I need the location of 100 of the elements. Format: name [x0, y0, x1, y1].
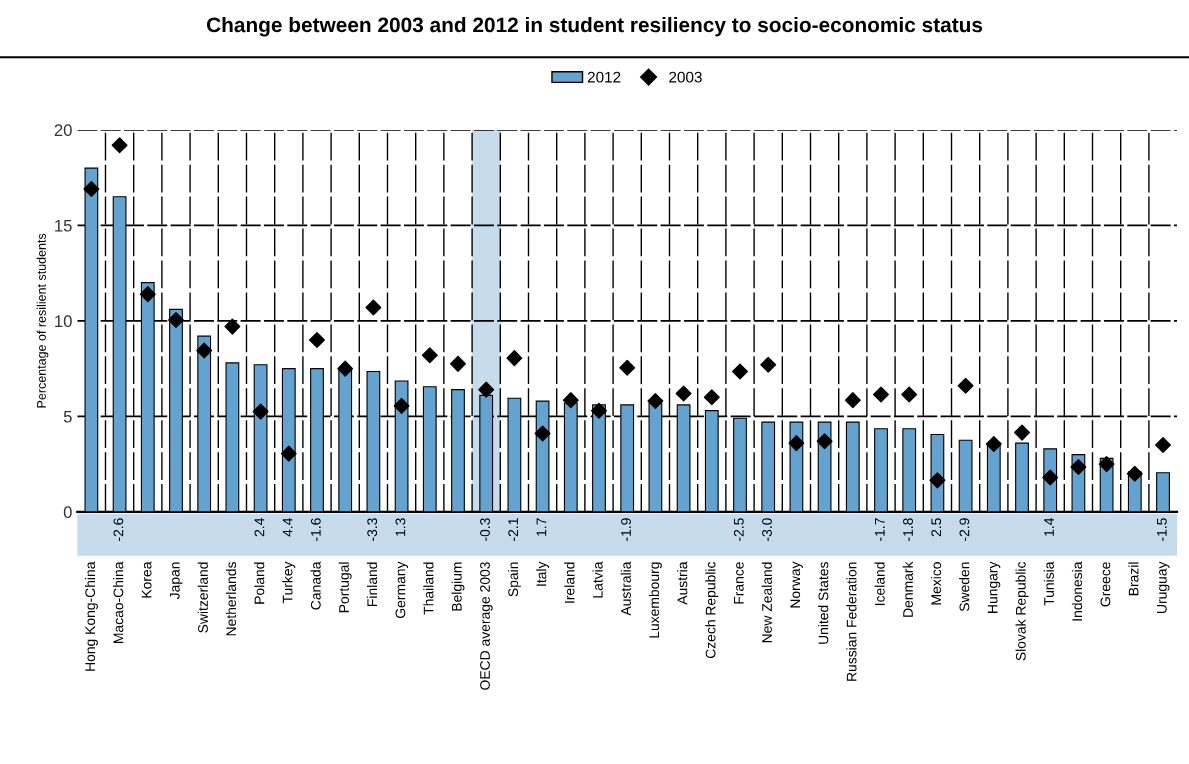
point	[83, 181, 100, 198]
y-tick-label: 20	[54, 124, 72, 137]
point	[280, 445, 297, 462]
point	[224, 318, 241, 335]
point	[450, 355, 466, 372]
x-tick-label: Belgium	[451, 562, 465, 611]
text: -1.5	[1157, 518, 1167, 541]
x-tick-label: Netherlands	[225, 562, 237, 636]
text: 1.3	[395, 518, 406, 536]
point	[760, 356, 777, 373]
point	[675, 385, 692, 402]
text: -3.3	[367, 518, 378, 541]
point	[732, 363, 748, 380]
text: 2.5	[931, 518, 942, 537]
text: -2.1	[508, 518, 518, 541]
text: -2.6	[113, 518, 124, 541]
x-tick-label: Greece	[1100, 562, 1111, 607]
legend-label: 2003	[669, 71, 702, 83]
point	[421, 347, 438, 364]
point	[196, 342, 213, 359]
x-tick-label: Finland	[366, 562, 378, 606]
point	[1070, 459, 1087, 475]
y-tick-label: 10	[55, 315, 72, 328]
text: -1.8	[903, 518, 913, 541]
legend-label: 2012	[587, 71, 621, 83]
point	[393, 397, 410, 414]
x-tick-label: Australia	[620, 561, 631, 616]
point	[929, 472, 946, 489]
point	[534, 425, 551, 442]
x-tick-label: Korea	[141, 561, 152, 598]
x-tick-label: Hungary	[987, 561, 1001, 613]
point	[873, 386, 889, 403]
x-tick-label: Czech Republic	[705, 561, 719, 659]
point	[252, 403, 269, 420]
x-tick-label: Thailand	[423, 562, 434, 615]
y-tick-label: 5	[63, 410, 72, 423]
point	[309, 332, 325, 348]
x-tick-label: Norway	[790, 561, 803, 608]
x-tick-label: Tunisia	[1043, 561, 1054, 606]
x-tick-label: Switzerland	[197, 562, 208, 633]
x-tick-label: Uruguay	[1157, 561, 1170, 613]
x-tick-label: Japan	[170, 562, 183, 600]
x-tick-label: Slovak Republic	[1015, 561, 1029, 661]
x-tick-label: Austria	[677, 561, 688, 605]
x-tick-label: Germany	[395, 561, 409, 618]
point	[365, 299, 382, 316]
point	[1042, 469, 1059, 486]
x-tick-label: Portugal	[338, 562, 352, 613]
point	[619, 359, 636, 376]
x-tick-label: Denmark	[902, 561, 913, 617]
point	[562, 392, 579, 409]
y-tick-label: 0	[63, 506, 72, 519]
text: -2.9	[959, 518, 970, 541]
x-tick-label: Canada	[310, 561, 321, 610]
x-tick-label: Turkey	[282, 561, 296, 604]
text: -1.9	[621, 518, 631, 541]
x-tick-label: Iceland	[874, 562, 885, 606]
x-tick-label: Sweden	[959, 562, 970, 612]
point	[1098, 456, 1115, 473]
text: -3.0	[762, 518, 772, 541]
text: -0.3	[480, 518, 490, 541]
point	[506, 350, 523, 367]
text: 2.4	[254, 518, 265, 537]
point	[168, 311, 184, 328]
x-tick-label: OECD average 2003	[480, 562, 493, 690]
point	[703, 389, 720, 406]
x-tick-label: Russian Federation	[846, 562, 857, 681]
point	[111, 137, 128, 154]
point	[816, 433, 833, 450]
x-tick-label: Latvia	[592, 561, 603, 598]
y-tick-label: 15	[55, 219, 72, 232]
point	[647, 393, 664, 410]
x-tick-label: Luxembourg	[648, 562, 662, 638]
text: 1.7	[536, 518, 547, 536]
x-tick-label: Indonesia	[1071, 561, 1083, 621]
point	[337, 360, 354, 377]
point	[844, 392, 861, 409]
point	[139, 286, 156, 303]
x-tick-label: United States	[818, 562, 829, 644]
x-tick-label: Poland	[254, 562, 265, 604]
text: -1.6	[310, 518, 321, 541]
text: 1.4	[1044, 518, 1054, 536]
x-tick-label: Macao-China	[113, 561, 124, 643]
point	[957, 377, 974, 394]
point	[1014, 424, 1030, 441]
point	[901, 386, 918, 403]
x-tick-label: Mexico	[930, 562, 942, 605]
point	[788, 435, 805, 452]
point	[591, 402, 607, 419]
x-tick-label: Hong Kong-China	[84, 561, 98, 671]
y-axis-title: Percentage of resilient students	[36, 233, 49, 408]
point	[1155, 437, 1171, 454]
x-tick-label: New Zealand	[761, 562, 772, 643]
point	[1126, 465, 1143, 482]
chart-title: Change between 2003 and 2012 in student resiliency to socio-economic status	[206, 16, 983, 37]
x-tick-label: Spain	[507, 562, 521, 597]
x-tick-label: Ireland	[564, 562, 575, 603]
text: -1.7	[875, 518, 885, 541]
x-tick-label: Brazil	[1128, 562, 1139, 596]
point	[478, 381, 495, 398]
